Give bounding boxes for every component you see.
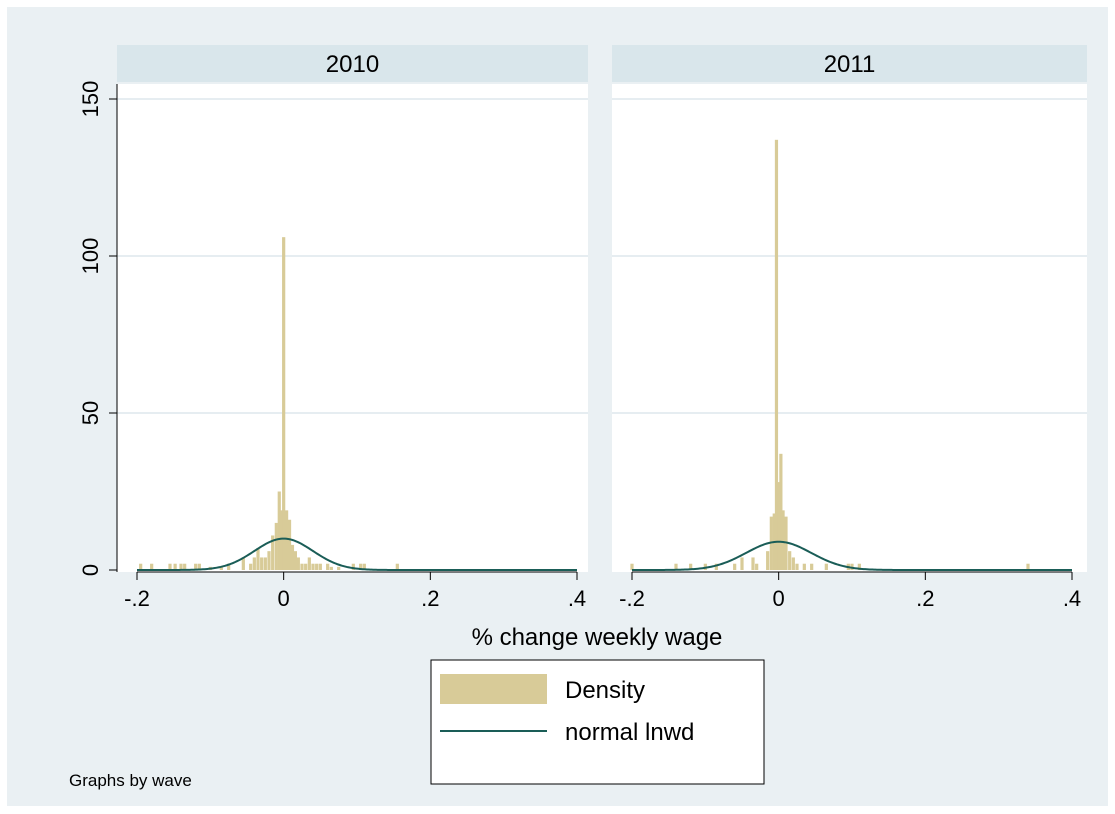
histogram-bar — [351, 563, 355, 570]
x-axis-title: % change weekly wage — [472, 624, 723, 651]
plot-area — [117, 84, 588, 572]
histogram-bar — [788, 551, 792, 570]
legend-label-density: Density — [565, 677, 645, 704]
histogram-bar — [194, 563, 198, 570]
histogram-bar — [277, 491, 281, 570]
histogram-bar — [733, 563, 737, 570]
histogram-bar — [307, 557, 311, 570]
histogram-bar — [714, 563, 718, 570]
graph-note: Graphs by wave — [69, 771, 192, 790]
histogram-bar — [282, 237, 286, 570]
x-tick-label: .2 — [916, 586, 934, 611]
histogram-bar — [263, 557, 267, 570]
histogram-bar — [1026, 563, 1030, 570]
histogram-bar — [256, 548, 260, 570]
gridlines — [612, 98, 1087, 414]
histogram-bar — [857, 563, 861, 570]
histogram-bar — [802, 563, 806, 570]
histogram-bar — [337, 566, 341, 570]
histogram-bar — [271, 535, 275, 570]
histogram-bar — [777, 482, 781, 570]
gridlines — [117, 98, 588, 414]
histogram-bar — [362, 563, 366, 570]
histogram-bar — [241, 557, 245, 570]
histogram-bar — [795, 563, 799, 570]
x-axis: -.2 0 .2 .4 — [124, 571, 586, 611]
legend-label-normal: normal lnwd — [565, 719, 694, 746]
histogram-bar — [329, 566, 333, 570]
histogram-bar — [260, 557, 264, 570]
histogram-bar — [279, 510, 284, 570]
normal-curve — [632, 540, 1072, 571]
x-tick-label: .4 — [568, 586, 586, 611]
histogram-bar — [219, 566, 223, 570]
y-tick-label: 0 — [78, 564, 103, 576]
x-axis: -.2 0 .2 .4 — [619, 571, 1081, 611]
histogram-bar — [791, 557, 795, 570]
x-tick-label: -.2 — [124, 586, 150, 611]
histogram-bar — [630, 563, 634, 570]
histogram-bar — [740, 557, 744, 570]
histogram-bar — [318, 563, 322, 570]
histogram-bar — [274, 522, 278, 570]
histogram-bar — [183, 563, 187, 570]
panel-strip — [612, 45, 1087, 82]
histogram-bar — [674, 563, 678, 570]
histogram-bar — [359, 563, 363, 570]
x-tick-label: 0 — [773, 586, 785, 611]
histogram-bar — [197, 563, 201, 570]
histogram-bar — [287, 519, 292, 570]
plot-area — [612, 84, 1087, 572]
legend: Density normal lnwd — [430, 659, 765, 785]
y-tick-label: 100 — [78, 238, 103, 275]
panel-2010: 2010 0 50 100 150 -.2 0 .2 .4 — [78, 45, 588, 611]
bars — [139, 237, 399, 570]
histogram-bar — [751, 557, 755, 570]
x-tick-label: .2 — [421, 586, 439, 611]
histogram-bar — [252, 557, 256, 570]
histogram-bar — [267, 551, 271, 570]
histogram-bar — [290, 544, 295, 570]
panel-title: 2011 — [824, 51, 876, 78]
histogram-bar — [293, 551, 297, 570]
x-tick-label: 0 — [278, 586, 290, 611]
histogram-bar — [766, 551, 770, 570]
histogram-bar — [810, 563, 814, 570]
histogram-bar — [173, 563, 177, 570]
x-tick-label: -.2 — [619, 586, 645, 611]
histogram-bar — [150, 563, 154, 570]
histogram-bar — [227, 563, 231, 570]
histogram-bar — [781, 510, 785, 570]
histogram-bar — [824, 563, 828, 570]
histogram-bar — [774, 139, 779, 570]
y-axis: 0 50 100 150 — [78, 81, 117, 576]
histogram-bar — [300, 563, 304, 570]
histogram-bar — [168, 563, 172, 570]
x-tick-label: .4 — [1063, 586, 1081, 611]
panel-2011: 2011 -.2 0 .2 .4 — [612, 45, 1087, 611]
histogram-bar — [395, 563, 399, 570]
histogram-bar — [139, 563, 143, 570]
histogram-bar — [296, 557, 300, 570]
histogram-bar — [689, 563, 693, 570]
histogram-bar — [315, 563, 319, 570]
panel-title: 2010 — [326, 51, 379, 78]
y-tick-label: 50 — [78, 401, 103, 425]
histogram-bar — [285, 510, 289, 570]
legend-swatch-density — [440, 674, 547, 704]
panel-strip — [117, 45, 588, 82]
histogram-bar — [755, 563, 759, 570]
histogram-bar — [326, 563, 330, 570]
histogram-bar — [249, 563, 253, 570]
histogram-bar — [311, 563, 315, 570]
histogram-bar — [304, 563, 308, 570]
histogram-bar — [779, 453, 783, 570]
normal-curve — [137, 537, 577, 571]
histogram-bar — [179, 563, 183, 570]
y-tick-label: 150 — [78, 81, 103, 118]
